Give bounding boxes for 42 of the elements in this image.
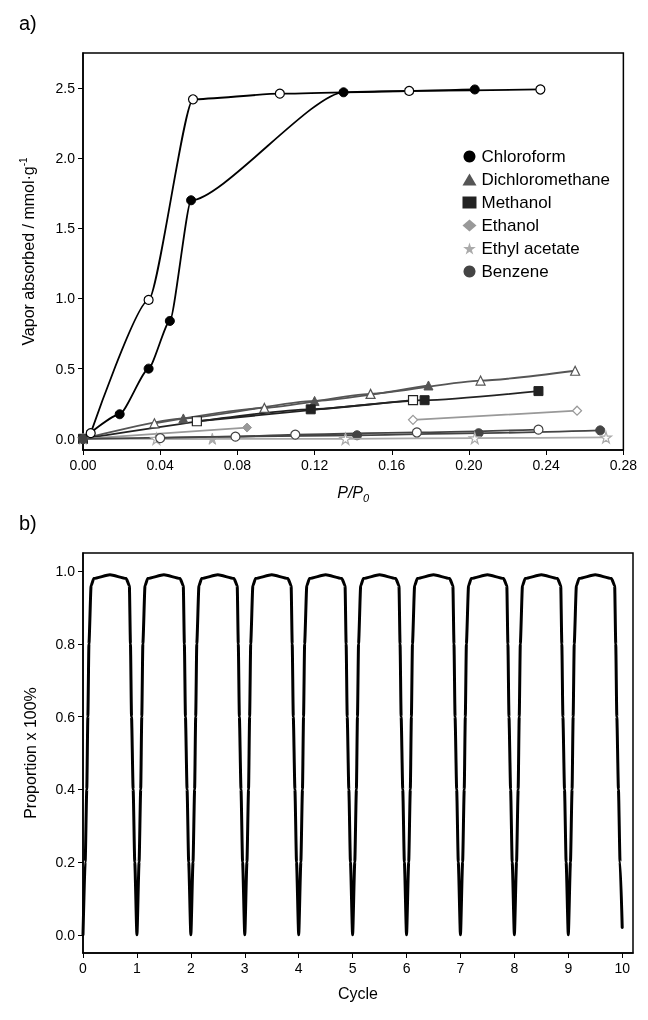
y-tick-label: 1.0 <box>55 290 76 307</box>
x-axis-title: Cycle <box>337 984 379 1002</box>
y-tick-label: 2.0 <box>55 150 76 167</box>
y-tick-label: 0.0 <box>55 430 76 447</box>
chart-title: a) <box>19 12 37 34</box>
x-tick-label: 8 <box>510 960 519 976</box>
x-tick-label: 0.24 <box>532 457 561 473</box>
legend-label: Ethyl acetate <box>481 239 580 258</box>
y-tick-label: 1.0 <box>55 563 76 580</box>
x-tick-label: 0.28 <box>609 457 638 473</box>
x-tick-label: 10 <box>614 960 631 976</box>
legend-label: Dichloromethane <box>481 170 610 189</box>
y-tick-label: 0.6 <box>55 708 76 725</box>
x-tick-label: 0 <box>79 960 88 976</box>
y-tick-label: 0.4 <box>55 781 76 798</box>
x-tick-label: 0.16 <box>378 457 406 473</box>
x-tick-label: 6 <box>402 960 411 976</box>
x-tick-label: 0.00 <box>69 457 97 473</box>
x-tick-label: 2 <box>186 960 195 976</box>
chart-title: b) <box>19 512 37 534</box>
legend-label: Benzene <box>481 262 549 281</box>
x-tick-label: 0.12 <box>300 457 329 473</box>
x-tick-label: 4 <box>294 960 303 976</box>
y-tick-label: 0.2 <box>55 854 76 871</box>
x-tick-label: 3 <box>240 960 249 976</box>
x-tick-label: 7 <box>456 960 465 976</box>
x-tick-label: 5 <box>348 960 357 976</box>
y-axis-title: Proportion x 100% <box>21 687 39 819</box>
y-tick-label: 0.8 <box>55 635 76 652</box>
legend-label: Ethanol <box>481 216 540 235</box>
legend-label: Methanol <box>481 193 552 212</box>
x-tick-label: 0.20 <box>455 457 483 473</box>
x-tick-label: 0.08 <box>223 457 252 473</box>
x-tick-label: 1 <box>133 960 142 976</box>
x-tick-label: 0.04 <box>146 457 175 473</box>
y-tick-label: 1.5 <box>55 220 76 237</box>
legend-label: Chloroform <box>481 147 566 166</box>
y-axis-title: Vapor absorbed / mmol·g-1 <box>17 156 37 346</box>
y-tick-label: 2.5 <box>55 80 76 97</box>
x-tick-label: 9 <box>564 960 573 976</box>
y-tick-label: 0.5 <box>55 360 76 377</box>
y-tick-label: 0.0 <box>55 926 76 943</box>
